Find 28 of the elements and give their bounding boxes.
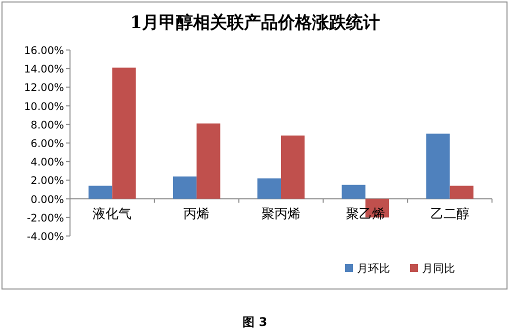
y-tick-label: -2.00%	[26, 212, 64, 224]
x-tick-label: 液化气	[92, 206, 132, 222]
bar	[450, 186, 474, 199]
bar	[281, 136, 305, 199]
bar	[88, 186, 112, 199]
y-tick-label: 14.00%	[24, 64, 64, 76]
y-tick-label: 8.00%	[30, 119, 64, 132]
x-tick-label: 乙二醇	[430, 206, 470, 222]
y-tick-label: 2.00%	[30, 175, 64, 188]
y-tick-label: 12.00%	[24, 82, 64, 94]
y-tick-label: 16.00%	[24, 45, 64, 57]
x-tick-label: 聚丙烯	[262, 206, 300, 222]
y-tick-label: 6.00%	[30, 138, 64, 150]
bar	[112, 68, 136, 199]
chart-title: 1月甲醇相关联产品价格涨跌统计	[130, 13, 380, 33]
y-tick-label: 0.00%	[30, 194, 64, 206]
bar	[257, 178, 281, 199]
bar	[172, 176, 197, 199]
x-tick-label: 丙烯	[184, 206, 210, 222]
y-tick-label: 10.00%	[24, 100, 64, 113]
bar	[426, 134, 450, 199]
bar	[196, 123, 220, 199]
bar	[342, 184, 366, 199]
caption: 图 3	[242, 315, 268, 329]
legend-label: 月环比	[357, 262, 390, 275]
y-tick-label: 4.00%	[30, 156, 64, 169]
legend-label: 月同比	[422, 262, 455, 275]
y-tick-label: -4.00%	[26, 231, 64, 243]
